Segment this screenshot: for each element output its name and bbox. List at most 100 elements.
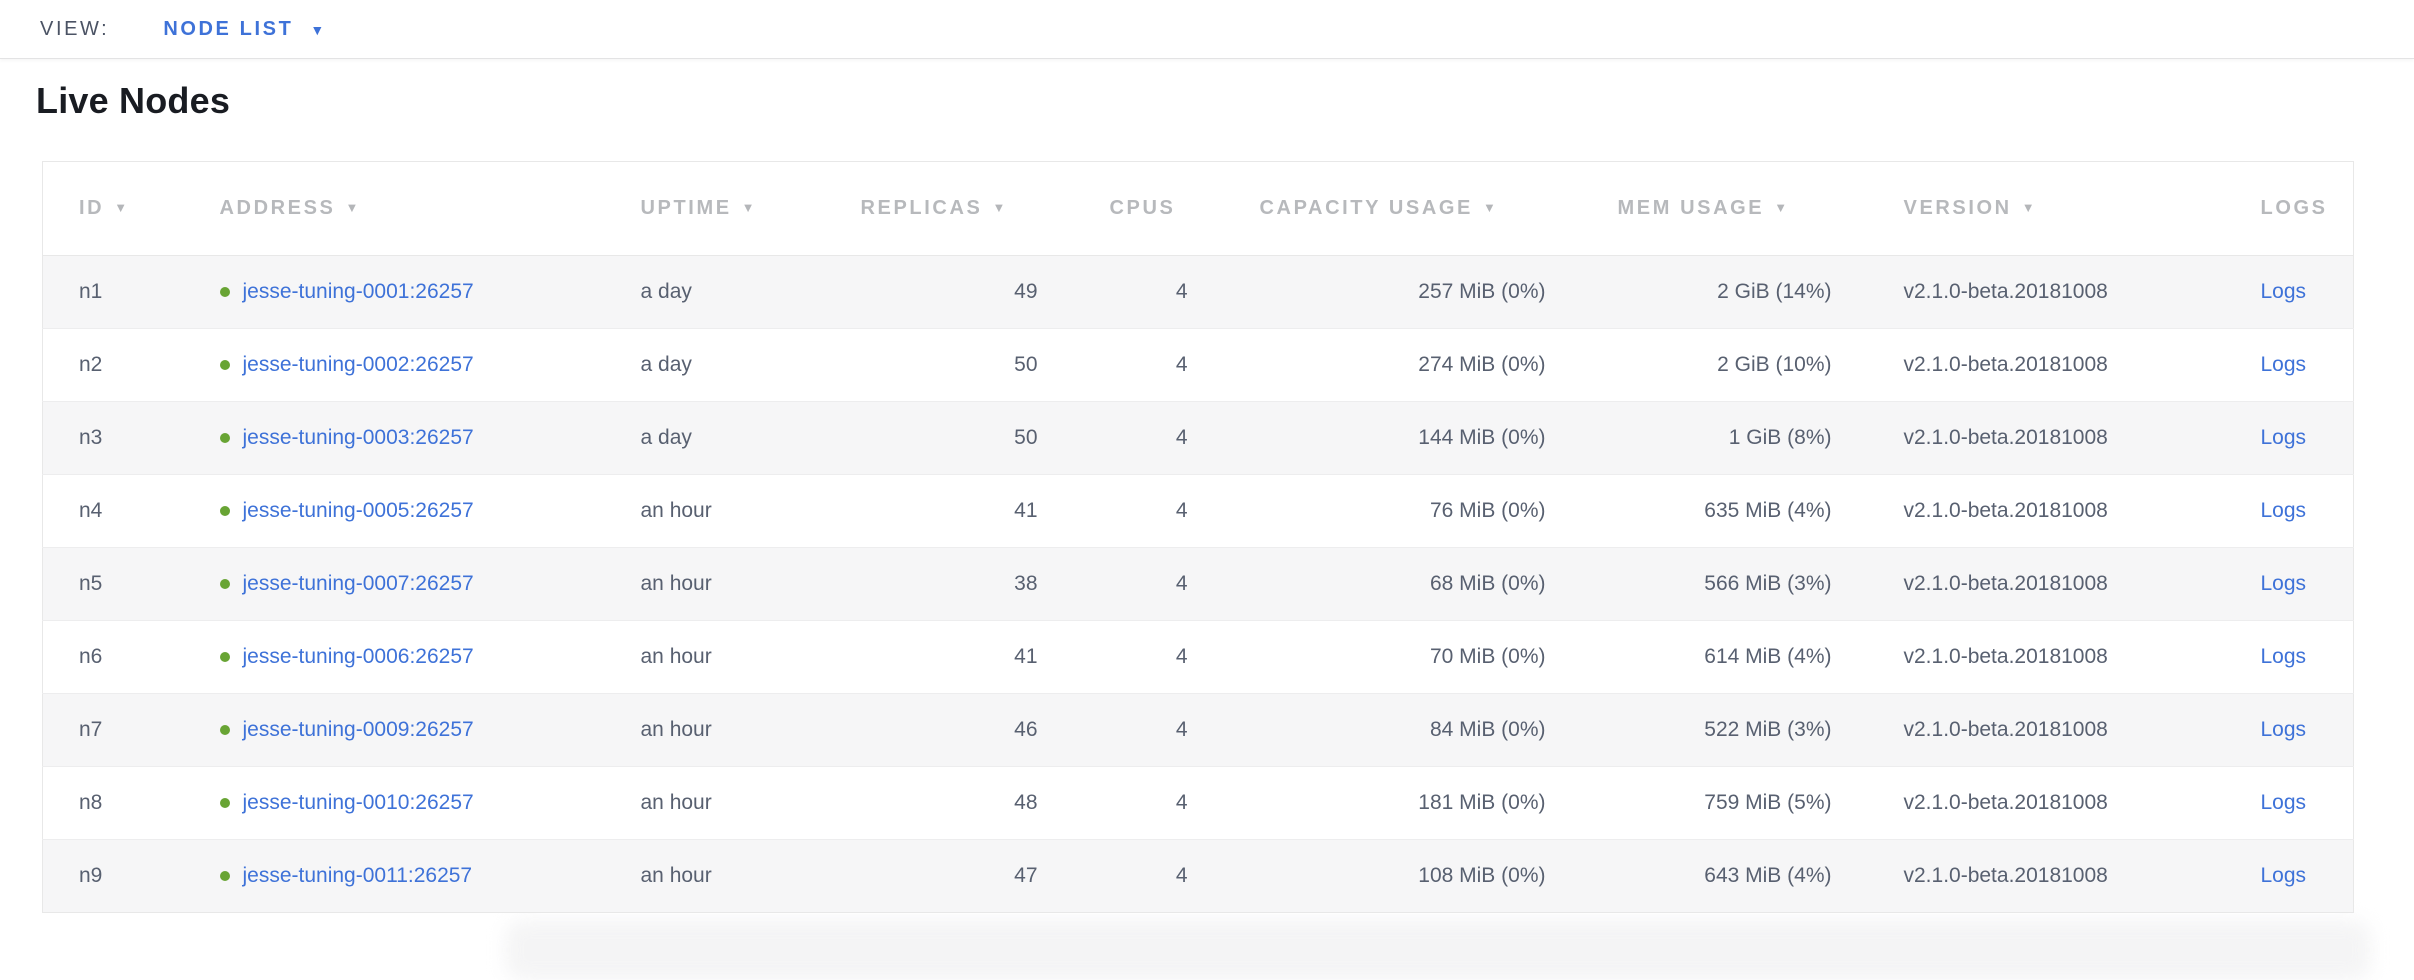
column-header-id[interactable]: ID ▼ (43, 162, 184, 256)
node-address-link[interactable]: jesse-tuning-0009:26257 (242, 718, 474, 741)
cpus-cell: 4 (1175, 718, 1188, 741)
column-header-label: MEM USAGE (1617, 197, 1765, 219)
capacity_usage-cell: 70 MiB (0%) (1429, 645, 1546, 668)
uptime-cell: an hour (640, 791, 712, 814)
node-status-healthy-icon (219, 871, 230, 881)
column-header-label: ID (79, 197, 105, 219)
sort-desc-icon: ▼ (345, 200, 361, 215)
node-address-link[interactable]: jesse-tuning-0007:26257 (242, 572, 474, 595)
view-dropdown-value: NODE LIST (163, 17, 294, 40)
node-row-n5: n5 jesse-tuning-0007:26257 an hour 38 4 68 Mi… (42, 547, 2354, 621)
address-cell: jesse-tuning-0010:26257 (184, 767, 605, 840)
node-address-link[interactable]: jesse-tuning-0002:26257 (242, 353, 474, 376)
address-cell: jesse-tuning-0006:26257 (184, 621, 605, 694)
mem_usage-cell: 635 MiB (4%) (1704, 499, 1832, 522)
address-cell: jesse-tuning-0002:26257 (184, 329, 605, 402)
address-cell: jesse-tuning-0007:26257 (184, 548, 605, 621)
column-header-label: LOGS (2260, 197, 2328, 219)
node-address-link[interactable]: jesse-tuning-0011:26257 (242, 864, 473, 887)
node-logs-link[interactable]: Logs (2260, 645, 2307, 668)
replicas-cell: 48 (1014, 791, 1038, 814)
node-row-n4: n4 jesse-tuning-0005:26257 an hour 41 4 76 Mi… (42, 474, 2354, 548)
version-cell: v2.1.0-beta.20181008 (1903, 864, 2108, 887)
table-header-row: ID ▼ ADDRESS ▼ UPTIME ▼ REPLICAS ▼ CPUS CAPACITY … (42, 161, 2354, 256)
mem_usage-cell: 2 GiB (14%) (1717, 280, 1832, 303)
uptime-cell: an hour (640, 645, 712, 668)
column-header-address[interactable]: ADDRESS ▼ (184, 162, 605, 256)
node-address-link[interactable]: jesse-tuning-0006:26257 (242, 645, 474, 668)
id-cell: n8 (79, 791, 103, 814)
version-cell: v2.1.0-beta.20181008 (1903, 645, 2108, 668)
node-logs-link[interactable]: Logs (2260, 718, 2307, 741)
cpus-cell: 4 (1175, 499, 1188, 522)
replicas-cell: 49 (1014, 280, 1038, 303)
cpus-cell: 4 (1175, 791, 1188, 814)
node-status-healthy-icon (219, 579, 230, 589)
id-cell: n2 (79, 353, 103, 376)
column-header-replicas[interactable]: REPLICAS ▼ (825, 162, 1074, 256)
version-cell: v2.1.0-beta.20181008 (1903, 718, 2108, 741)
node-logs-link[interactable]: Logs (2260, 353, 2307, 376)
id-cell: n6 (79, 645, 103, 668)
version-cell: v2.1.0-beta.20181008 (1903, 353, 2108, 376)
capacity_usage-cell: 68 MiB (0%) (1429, 572, 1546, 595)
cpus-cell: 4 (1175, 353, 1188, 376)
replicas-cell: 50 (1014, 353, 1038, 376)
column-header-uptime[interactable]: UPTIME ▼ (605, 162, 825, 256)
node-logs-link[interactable]: Logs (2260, 280, 2307, 303)
version-cell: v2.1.0-beta.20181008 (1903, 791, 2108, 814)
node-address-link[interactable]: jesse-tuning-0003:26257 (242, 426, 474, 449)
uptime-cell: an hour (640, 572, 712, 595)
column-header-label: REPLICAS (860, 197, 983, 219)
capacity_usage-cell: 108 MiB (0%) (1418, 864, 1546, 887)
replicas-cell: 41 (1014, 645, 1038, 668)
view-bar: VIEW: NODE LIST ▼ (0, 0, 2414, 59)
id-cell: n3 (79, 426, 103, 449)
node-row-n8: n8 jesse-tuning-0010:26257 an hour 48 4 181 M… (42, 766, 2354, 840)
logs-cell: Logs (2225, 621, 2354, 694)
sort-desc-icon: ▼ (1482, 200, 1499, 215)
node-status-healthy-icon (219, 725, 230, 735)
capacity_usage-cell: 181 MiB (0%) (1418, 791, 1546, 814)
node-logs-link[interactable]: Logs (2260, 864, 2307, 887)
address-cell: jesse-tuning-0009:26257 (184, 694, 605, 767)
logs-cell: Logs (2225, 402, 2354, 475)
version-cell: v2.1.0-beta.20181008 (1903, 280, 2108, 303)
address-cell: jesse-tuning-0005:26257 (184, 475, 605, 548)
uptime-cell: an hour (640, 499, 712, 522)
view-label: VIEW: (40, 17, 110, 40)
table-body: n1 jesse-tuning-0001:26257 a day 49 4 257 MiB… (42, 255, 2354, 913)
sort-desc-icon: ▼ (741, 200, 758, 215)
column-header-mem_usage[interactable]: MEM USAGE ▼ (1582, 162, 1868, 256)
node-row-n3: n3 jesse-tuning-0003:26257 a day 50 4 144 MiB… (42, 401, 2354, 475)
mem_usage-cell: 2 GiB (10%) (1717, 353, 1832, 376)
node-logs-link[interactable]: Logs (2260, 572, 2307, 595)
node-status-healthy-icon (219, 798, 230, 808)
node-address-link[interactable]: jesse-tuning-0005:26257 (242, 499, 474, 522)
node-row-n7: n7 jesse-tuning-0009:26257 an hour 46 4 84 Mi… (42, 693, 2354, 767)
next-section-edge (505, 920, 2371, 980)
capacity_usage-cell: 274 MiB (0%) (1418, 353, 1546, 376)
id-cell: n4 (79, 499, 103, 522)
node-logs-link[interactable]: Logs (2260, 791, 2307, 814)
cpus-cell: 4 (1175, 426, 1188, 449)
address-cell: jesse-tuning-0003:26257 (184, 402, 605, 475)
column-header-cpus: CPUS (1074, 162, 1224, 256)
capacity_usage-cell: 144 MiB (0%) (1418, 426, 1546, 449)
view-dropdown[interactable]: NODE LIST ▼ (163, 18, 327, 41)
node-address-link[interactable]: jesse-tuning-0010:26257 (242, 791, 474, 814)
id-cell: n9 (79, 864, 103, 887)
version-cell: v2.1.0-beta.20181008 (1903, 499, 2108, 522)
column-header-label: CPUS (1109, 197, 1176, 219)
node-logs-link[interactable]: Logs (2260, 426, 2307, 449)
logs-cell: Logs (2225, 475, 2354, 548)
mem_usage-cell: 643 MiB (4%) (1704, 864, 1832, 887)
node-address-link[interactable]: jesse-tuning-0001:26257 (242, 280, 474, 303)
node-logs-link[interactable]: Logs (2260, 499, 2307, 522)
id-cell: n1 (79, 280, 103, 303)
replicas-cell: 47 (1014, 864, 1038, 887)
column-header-version[interactable]: VERSION ▼ (1868, 162, 2225, 256)
mem_usage-cell: 759 MiB (5%) (1704, 791, 1832, 814)
replicas-cell: 38 (1014, 572, 1038, 595)
column-header-capacity_usage[interactable]: CAPACITY USAGE ▼ (1224, 162, 1582, 256)
